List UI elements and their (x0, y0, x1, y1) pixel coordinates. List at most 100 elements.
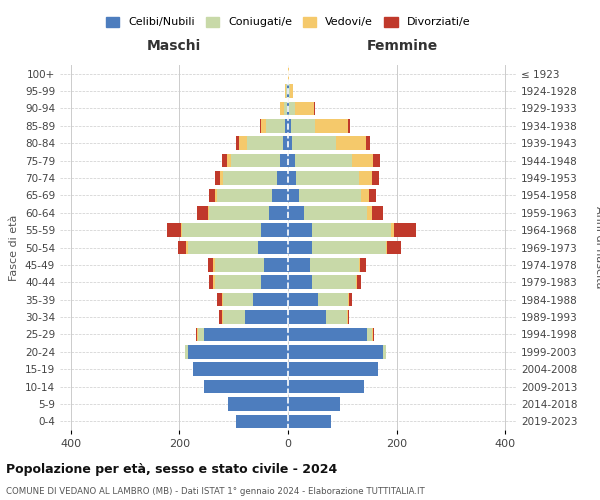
Bar (215, 258, 263, 272)
Bar (372, 171, 379, 185)
Bar (181, 224, 182, 237)
Bar (283, 136, 288, 150)
Bar (209, 206, 269, 220)
Bar (215, 276, 261, 289)
Bar (193, 362, 288, 376)
Bar (292, 136, 336, 150)
Bar (217, 293, 222, 306)
Bar (196, 328, 197, 341)
Bar (188, 345, 288, 358)
Bar (280, 154, 288, 168)
Bar (285, 119, 288, 132)
Bar (208, 206, 209, 220)
Bar (236, 414, 288, 428)
Bar (182, 224, 261, 237)
Bar (261, 276, 288, 289)
Bar (313, 276, 356, 289)
Bar (372, 206, 383, 220)
Bar (288, 345, 383, 358)
Bar (367, 206, 372, 220)
Bar (356, 276, 357, 289)
Bar (373, 154, 380, 168)
Text: Popolazione per età, sesso e stato civile - 2024: Popolazione per età, sesso e stato civil… (6, 462, 337, 475)
Bar (289, 102, 295, 115)
Bar (223, 171, 277, 185)
Bar (359, 171, 372, 185)
Y-axis label: Fasce di età: Fasce di età (10, 214, 19, 280)
Bar (247, 136, 283, 150)
Bar (289, 84, 290, 98)
Bar (188, 240, 258, 254)
Bar (223, 293, 253, 306)
Bar (326, 310, 347, 324)
Bar (186, 240, 188, 254)
Bar (288, 310, 326, 324)
Bar (315, 119, 348, 132)
Bar (285, 84, 286, 98)
Bar (288, 258, 310, 272)
Bar (288, 154, 295, 168)
Bar (288, 119, 291, 132)
Bar (288, 380, 364, 394)
Bar (213, 276, 215, 289)
Bar (288, 293, 318, 306)
Bar (288, 240, 313, 254)
Bar (280, 102, 284, 115)
Bar (288, 328, 367, 341)
Bar (199, 328, 204, 341)
Bar (313, 240, 386, 254)
Bar (260, 119, 261, 132)
Bar (365, 136, 370, 150)
Bar (290, 84, 293, 98)
Bar (239, 136, 247, 150)
Bar (197, 328, 199, 341)
Bar (304, 206, 367, 220)
Bar (310, 258, 359, 272)
Bar (357, 276, 361, 289)
Bar (288, 136, 292, 150)
Bar (222, 310, 223, 324)
Bar (261, 119, 266, 132)
Bar (222, 293, 223, 306)
Text: Femmine: Femmine (367, 39, 437, 53)
Bar (291, 119, 315, 132)
Bar (220, 171, 223, 185)
Bar (245, 310, 288, 324)
Bar (370, 188, 376, 202)
Bar (288, 362, 377, 376)
Bar (209, 276, 213, 289)
Bar (373, 328, 374, 341)
Bar (372, 328, 373, 341)
Bar (208, 258, 213, 272)
Bar (394, 224, 416, 237)
Bar (361, 188, 370, 202)
Bar (336, 136, 365, 150)
Bar (348, 293, 349, 306)
Bar (299, 188, 361, 202)
Bar (227, 154, 231, 168)
Bar (313, 224, 391, 237)
Bar (284, 102, 287, 115)
Bar (263, 258, 288, 272)
Bar (386, 240, 388, 254)
Bar (269, 206, 288, 220)
Bar (215, 171, 220, 185)
Bar (266, 119, 285, 132)
Bar (359, 258, 360, 272)
Bar (204, 380, 288, 394)
Bar (197, 206, 208, 220)
Bar (288, 276, 313, 289)
Bar (217, 188, 272, 202)
Bar (288, 224, 313, 237)
Bar (185, 345, 188, 358)
Y-axis label: Anni di nascita: Anni di nascita (594, 206, 600, 289)
Bar (288, 171, 296, 185)
Bar (219, 310, 222, 324)
Bar (253, 293, 288, 306)
Bar (288, 414, 331, 428)
Bar (318, 293, 348, 306)
Bar (348, 119, 350, 132)
Bar (223, 154, 227, 168)
Bar (383, 345, 386, 358)
Bar (272, 188, 288, 202)
